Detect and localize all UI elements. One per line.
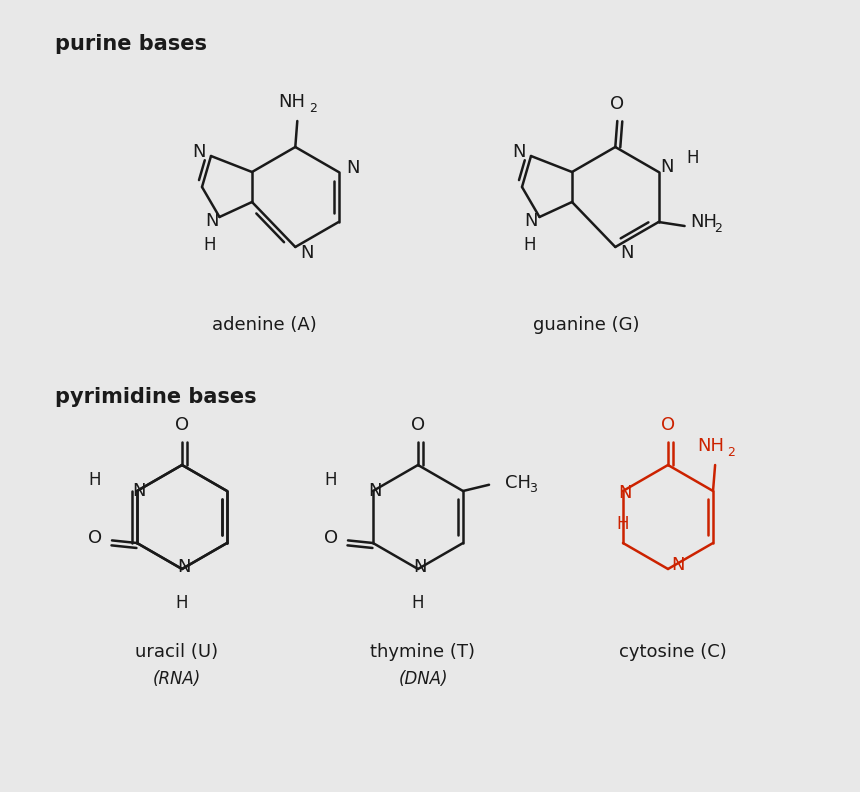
Text: N: N	[513, 143, 525, 161]
Text: CH: CH	[505, 474, 531, 492]
Text: H: H	[203, 235, 216, 253]
Text: adenine (A): adenine (A)	[212, 316, 316, 334]
Text: O: O	[175, 416, 189, 434]
Text: H: H	[412, 594, 424, 611]
Text: N: N	[672, 556, 685, 574]
Text: thymine (T): thymine (T)	[371, 643, 476, 661]
Text: N: N	[205, 212, 218, 230]
Text: 2: 2	[728, 446, 735, 459]
Text: H: H	[89, 470, 101, 489]
Text: uracil (U): uracil (U)	[135, 643, 218, 661]
Text: O: O	[411, 416, 425, 434]
Text: purine bases: purine bases	[55, 34, 207, 54]
Text: pyrimidine bases: pyrimidine bases	[55, 387, 256, 407]
Text: NH: NH	[691, 213, 717, 231]
Text: 2: 2	[715, 222, 722, 234]
Text: H: H	[617, 515, 630, 533]
Text: N: N	[346, 159, 359, 177]
Text: N: N	[525, 212, 538, 230]
Text: H: H	[686, 149, 699, 167]
Text: N: N	[618, 484, 632, 502]
Text: N: N	[132, 482, 145, 500]
Text: N: N	[300, 244, 314, 262]
Text: N: N	[193, 143, 206, 161]
Text: O: O	[611, 95, 624, 113]
Text: N: N	[368, 482, 382, 500]
Text: O: O	[661, 416, 675, 434]
Text: 2: 2	[310, 101, 317, 115]
Text: NH: NH	[697, 437, 725, 455]
Text: H: H	[325, 470, 337, 489]
Text: (DNA): (DNA)	[398, 670, 448, 688]
Text: O: O	[324, 529, 338, 547]
Text: N: N	[660, 158, 673, 176]
Text: H: H	[523, 235, 536, 253]
Text: cytosine (C): cytosine (C)	[619, 643, 727, 661]
Text: N: N	[621, 244, 634, 262]
Text: 3: 3	[529, 482, 537, 495]
Text: N: N	[414, 558, 427, 576]
Text: guanine (G): guanine (G)	[532, 316, 639, 334]
Text: H: H	[175, 594, 188, 611]
Text: (RNA): (RNA)	[153, 670, 201, 688]
Text: NH: NH	[278, 93, 304, 111]
Text: O: O	[88, 529, 102, 547]
Text: N: N	[177, 558, 191, 576]
